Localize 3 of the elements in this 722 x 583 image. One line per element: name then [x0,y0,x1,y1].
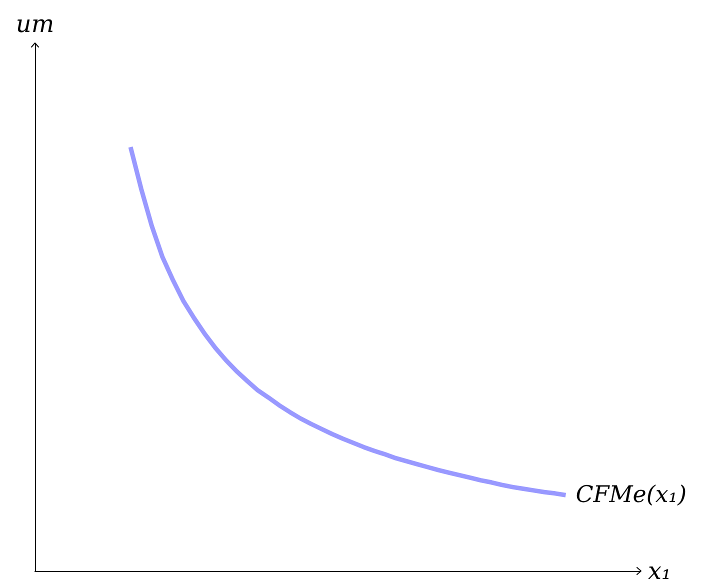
x-axis-title: x₁ [648,557,672,583]
series-label: CFMe(x₁) [576,482,687,508]
y-axis-title: um [16,10,54,38]
